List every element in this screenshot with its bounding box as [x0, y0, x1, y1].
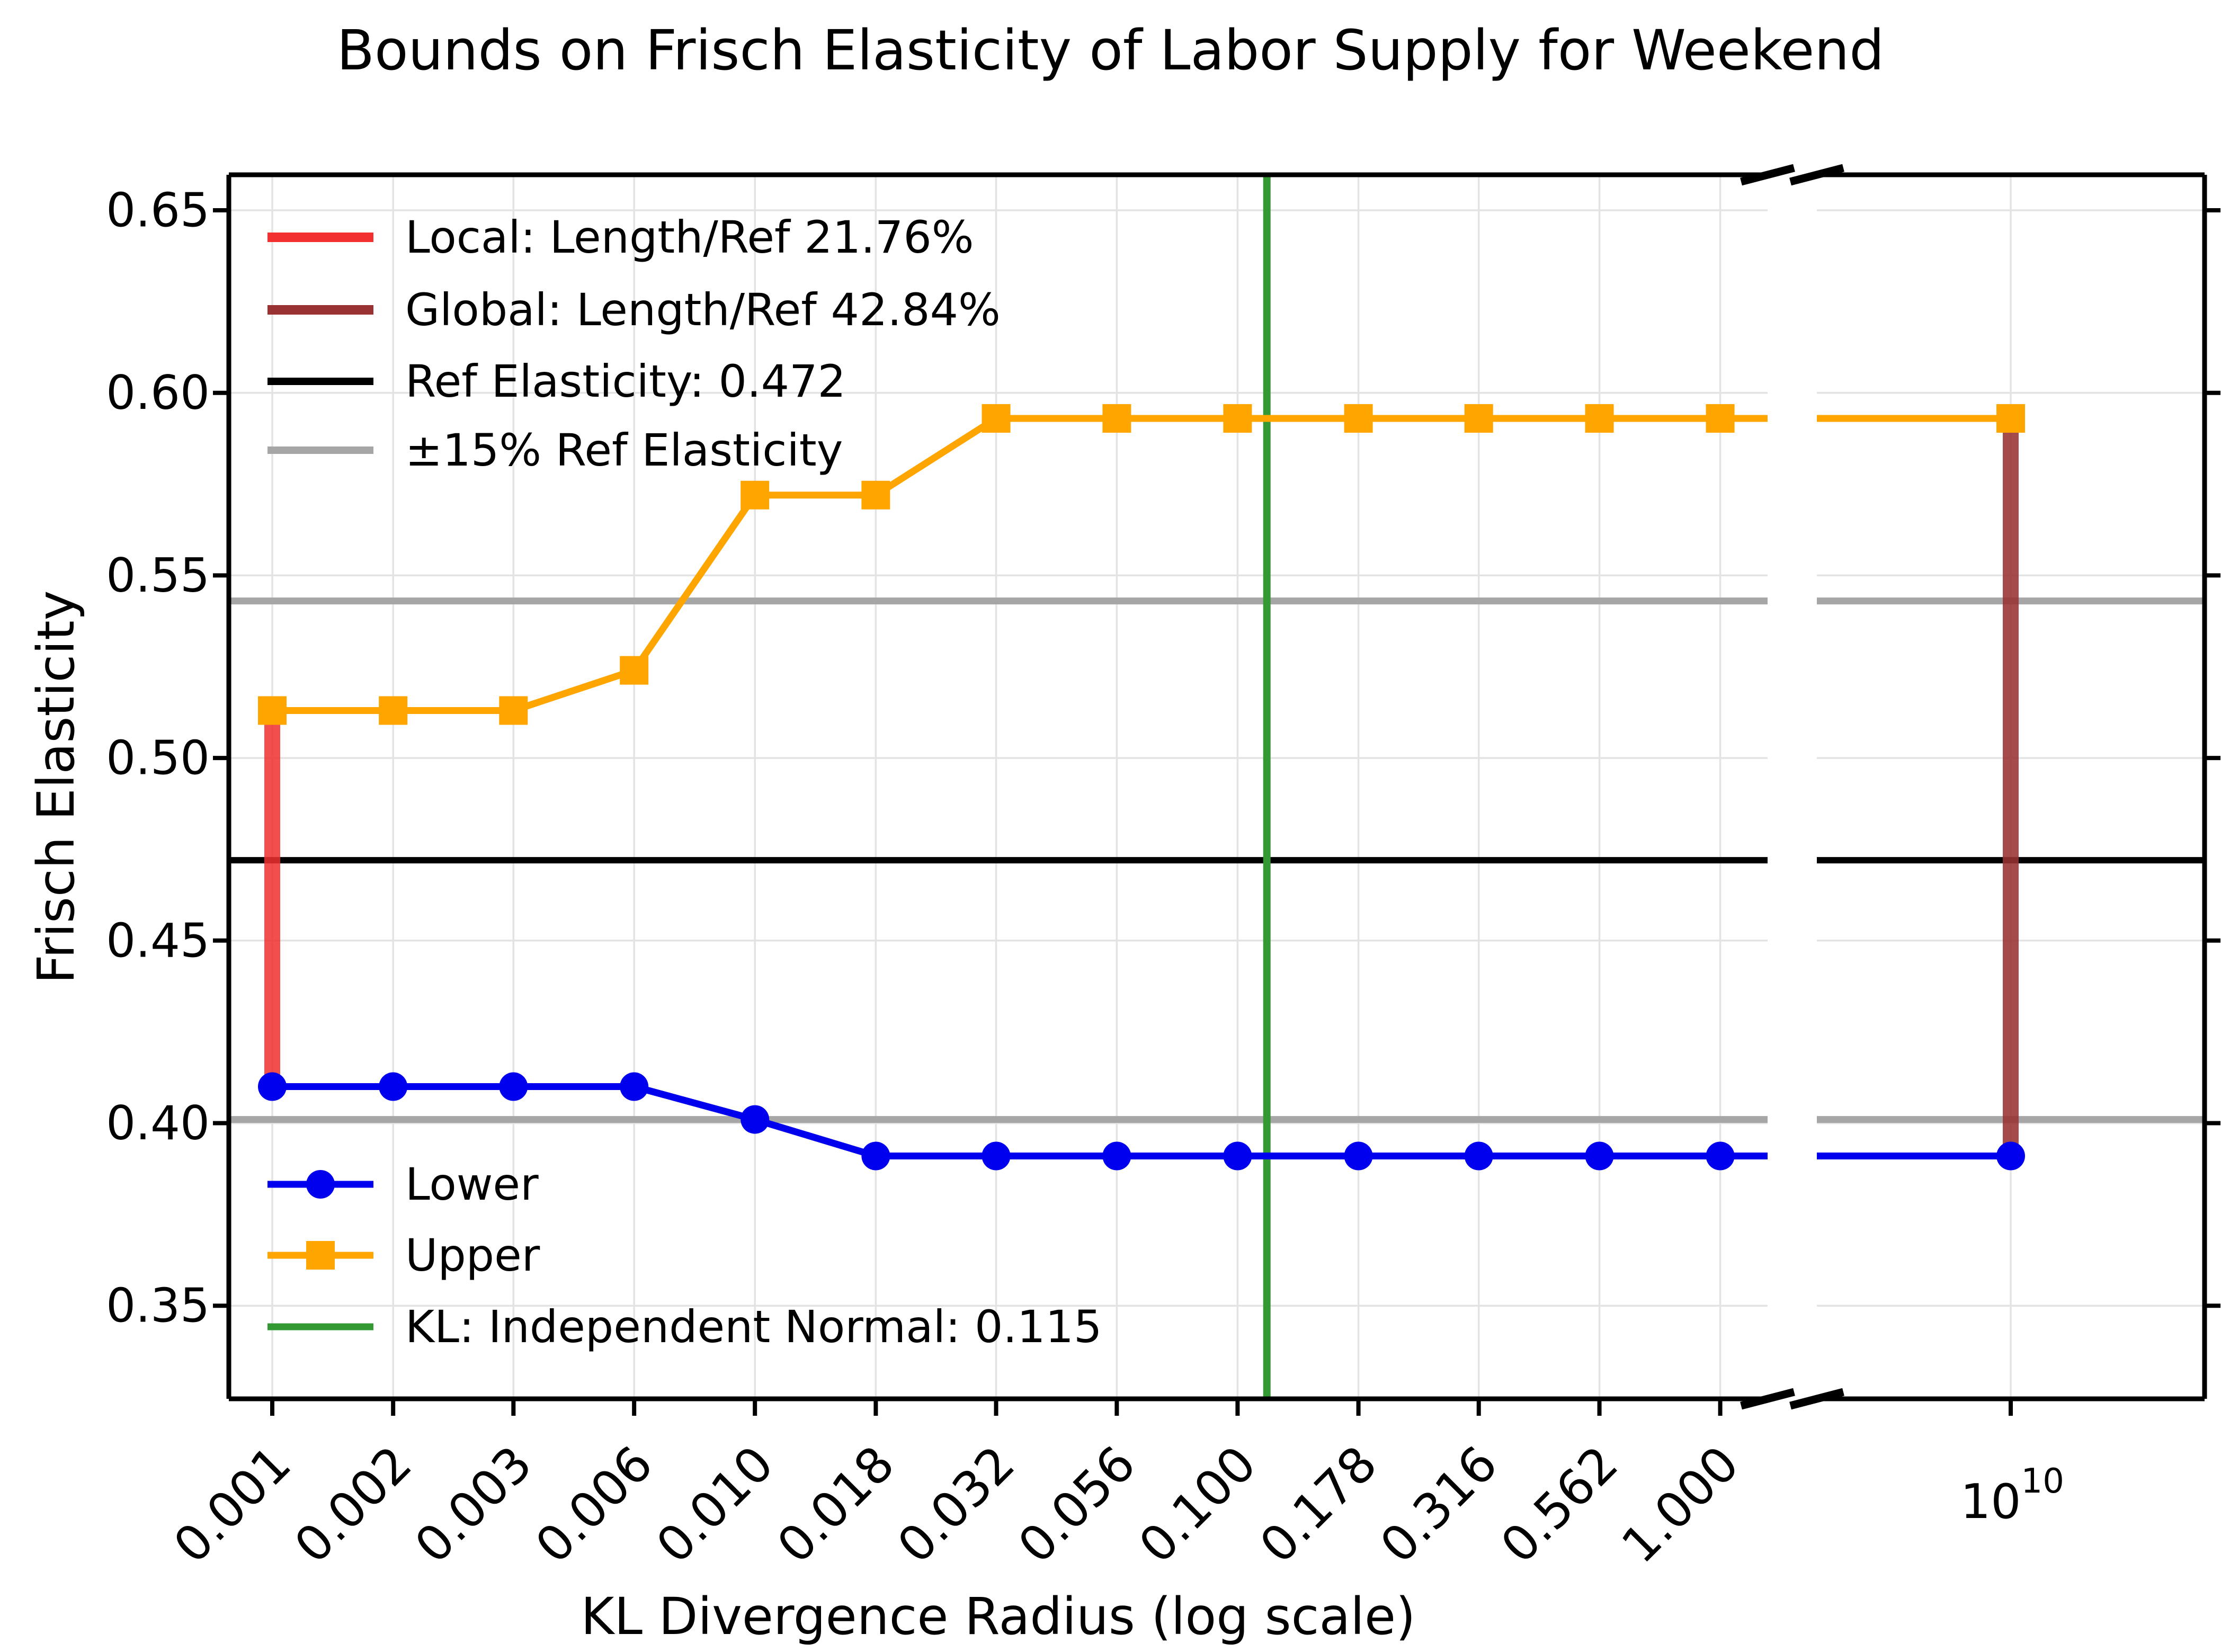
upper-marker [1223, 404, 1252, 433]
svg-text:0.65: 0.65 [106, 183, 210, 238]
svg-text:0.100: 0.100 [1128, 1435, 1267, 1574]
upper-marker [1585, 404, 1614, 433]
axis-break-marks [1740, 164, 1844, 1410]
lower-marker [1223, 1141, 1252, 1171]
upper-marker [861, 480, 890, 510]
lower-series [258, 1072, 2025, 1171]
svg-text:0.178: 0.178 [1249, 1435, 1388, 1574]
svg-text:0.50: 0.50 [106, 731, 210, 785]
x-tick-labels: 0.0010.0020.0030.0060.0100.0180.0320.056… [163, 1435, 1750, 1574]
upper-marker [499, 696, 528, 725]
svg-text:0.60: 0.60 [106, 365, 210, 420]
lower-marker [982, 1141, 1011, 1171]
svg-text:0.35: 0.35 [106, 1279, 210, 1333]
legend-top-label-1: Global: Length/Ref 42.84% [405, 284, 1001, 336]
upper-marker [1706, 404, 1735, 433]
lower-marker [1344, 1141, 1373, 1171]
far-tick-label: 1010 [1960, 1462, 2064, 1530]
lower-marker [1996, 1141, 2025, 1171]
lower-marker [620, 1072, 649, 1101]
upper-marker [1464, 404, 1493, 433]
svg-text:0.001: 0.001 [163, 1435, 302, 1574]
lower-marker [258, 1072, 287, 1101]
legend-bottom-label-0: Lower [405, 1158, 539, 1210]
lower-marker [741, 1105, 770, 1134]
svg-text:0.40: 0.40 [106, 1096, 210, 1150]
upper-marker [741, 480, 770, 510]
svg-text:0.032: 0.032 [887, 1435, 1025, 1574]
svg-text:0.45: 0.45 [106, 913, 210, 968]
lower-marker [1706, 1141, 1735, 1171]
svg-text:0.003: 0.003 [404, 1435, 543, 1574]
upper-series [258, 404, 2025, 725]
svg-text:0.006: 0.006 [525, 1435, 664, 1574]
reference-lines [229, 597, 2205, 1123]
svg-text:0.018: 0.018 [766, 1435, 905, 1574]
chart-title: Bounds on Frisch Elasticity of Labor Sup… [336, 18, 1885, 83]
axes-spines [213, 172, 2220, 1416]
upper-marker [1996, 404, 2025, 433]
legend-bottom-label-1: Upper [405, 1229, 540, 1281]
y-axis-label: Frisch Elasticity [26, 590, 86, 984]
legend-top-label-2: Ref Elasticity: 0.472 [405, 355, 846, 407]
x-axis-label: KL Divergence Radius (log scale) [581, 1587, 1416, 1646]
legend-top: Local: Length/Ref 21.76% Global: Length/R… [267, 211, 1001, 476]
upper-marker [1102, 404, 1131, 433]
svg-text:1.000: 1.000 [1611, 1435, 1750, 1574]
lower-marker [499, 1072, 528, 1101]
lower-marker [1102, 1141, 1131, 1171]
lower-marker [1585, 1141, 1614, 1171]
svg-text:0.562: 0.562 [1490, 1435, 1629, 1574]
legend-bottom: Lower Upper KL: Independent Normal: 0.115 [267, 1158, 1102, 1353]
y-tick-labels: 0.35 0.40 0.45 0.50 0.55 0.60 0.65 [106, 183, 210, 1333]
svg-text:0.316: 0.316 [1369, 1435, 1508, 1574]
lower-marker [379, 1072, 408, 1101]
upper-marker [982, 404, 1011, 433]
lower-marker [861, 1141, 890, 1171]
svg-text:0.55: 0.55 [106, 548, 210, 603]
upper-marker [258, 696, 287, 725]
legend-top-label-3: ±15% Ref Elasticity [405, 424, 843, 476]
legend-top-label-0: Local: Length/Ref 21.76% [405, 211, 974, 263]
lower-marker [1464, 1141, 1493, 1171]
svg-text:1010: 1010 [1960, 1462, 2064, 1530]
svg-text:0.056: 0.056 [1007, 1435, 1146, 1574]
upper-marker [1344, 404, 1373, 433]
upper-marker [620, 656, 649, 685]
svg-text:0.002: 0.002 [284, 1435, 423, 1574]
legend-bottom-label-2: KL: Independent Normal: 0.115 [405, 1301, 1102, 1353]
svg-text:0.010: 0.010 [646, 1435, 784, 1574]
upper-marker [379, 696, 408, 725]
interval-bars [264, 418, 2019, 1156]
